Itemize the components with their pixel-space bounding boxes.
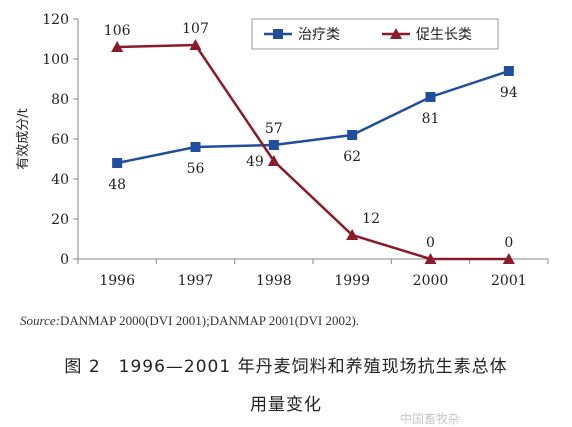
legend-label: 治疗类 bbox=[298, 27, 340, 43]
data-point bbox=[425, 92, 436, 102]
y-tick-label: 80 bbox=[51, 92, 69, 108]
data-label: 0 bbox=[426, 235, 435, 251]
source-text: DANMAP 2000(DVI 2001);DANMAP 2001(DVI 20… bbox=[59, 313, 360, 328]
y-axis-title: 有效成分/t bbox=[16, 108, 31, 169]
data-point bbox=[424, 253, 437, 264]
data-point bbox=[503, 66, 514, 76]
data-point bbox=[112, 158, 123, 168]
x-tick-label: 2000 bbox=[413, 273, 449, 289]
data-point bbox=[267, 155, 280, 166]
legend-label: 促生长类 bbox=[416, 27, 472, 43]
figure-caption-line-2: 用量变化 bbox=[250, 395, 322, 415]
data-point bbox=[189, 39, 202, 50]
y-tick-label: 0 bbox=[60, 252, 69, 268]
x-tick-label: 1996 bbox=[99, 273, 135, 289]
data-label: 94 bbox=[500, 85, 518, 101]
legend-marker bbox=[273, 29, 283, 39]
x-tick-label: 1998 bbox=[256, 273, 292, 289]
x-tick-label: 1999 bbox=[334, 273, 370, 289]
y-tick-label: 20 bbox=[51, 212, 69, 228]
data-label: 48 bbox=[108, 177, 126, 193]
data-point bbox=[346, 229, 359, 240]
series-line bbox=[116, 69, 510, 165]
legend-marker bbox=[390, 28, 402, 39]
x-tick-label: 1997 bbox=[178, 273, 214, 289]
data-point bbox=[502, 253, 515, 264]
watermark-text: 中国畜牧杂 bbox=[400, 412, 461, 426]
data-point bbox=[111, 41, 124, 52]
data-point bbox=[190, 142, 201, 152]
data-label: 12 bbox=[362, 211, 380, 227]
data-label: 56 bbox=[187, 161, 205, 177]
y-tick-label: 60 bbox=[51, 132, 69, 148]
data-label: 81 bbox=[422, 111, 440, 127]
data-point bbox=[347, 130, 358, 140]
data-label: 106 bbox=[104, 23, 131, 39]
series-line bbox=[117, 43, 509, 261]
y-tick-label: 100 bbox=[42, 52, 69, 68]
legend-box bbox=[251, 18, 499, 50]
figure-caption-line-1: 图 2 1996—2001 年丹麦饲料和养殖现场抗生素总体 bbox=[64, 357, 508, 377]
source-prefix: Source: bbox=[20, 313, 60, 328]
data-label: 0 bbox=[504, 235, 513, 251]
y-tick-label: 40 bbox=[51, 172, 69, 188]
y-tick-label: 120 bbox=[42, 12, 69, 28]
data-label: 49 bbox=[246, 154, 264, 170]
source-note: Source:DANMAP 2000(DVI 2001);DANMAP 2001… bbox=[20, 313, 359, 329]
x-tick-label: 2001 bbox=[491, 273, 527, 289]
data-label: 62 bbox=[343, 149, 361, 165]
data-label: 57 bbox=[265, 121, 283, 137]
data-point bbox=[268, 140, 279, 150]
data-label: 107 bbox=[182, 21, 209, 37]
